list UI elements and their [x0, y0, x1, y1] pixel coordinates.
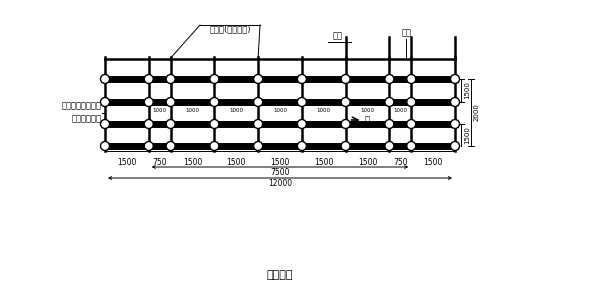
Text: 1500: 1500 — [227, 158, 246, 167]
Text: 下: 下 — [365, 116, 370, 124]
Circle shape — [407, 141, 416, 151]
Circle shape — [166, 141, 175, 151]
Circle shape — [210, 119, 219, 128]
Circle shape — [144, 74, 153, 83]
Circle shape — [407, 98, 416, 106]
Text: 平面示意: 平面示意 — [267, 270, 293, 280]
Text: 入口: 入口 — [401, 28, 411, 37]
Circle shape — [144, 141, 153, 151]
Circle shape — [341, 74, 350, 83]
Text: 边坡: 边坡 — [333, 31, 342, 40]
Text: 1500: 1500 — [423, 158, 443, 167]
Circle shape — [385, 74, 394, 83]
Circle shape — [407, 119, 416, 128]
Circle shape — [100, 74, 110, 83]
Circle shape — [254, 119, 262, 128]
Circle shape — [166, 98, 175, 106]
Circle shape — [166, 74, 175, 83]
Circle shape — [254, 98, 262, 106]
Circle shape — [450, 141, 460, 151]
Text: 1500: 1500 — [464, 81, 470, 99]
Circle shape — [210, 98, 219, 106]
Circle shape — [298, 141, 306, 151]
Text: 1500: 1500 — [464, 126, 470, 144]
Circle shape — [144, 119, 153, 128]
Circle shape — [450, 119, 460, 128]
Text: 1000: 1000 — [273, 108, 287, 113]
Circle shape — [100, 119, 110, 128]
Circle shape — [385, 141, 394, 151]
Circle shape — [407, 74, 416, 83]
Circle shape — [210, 141, 219, 151]
Circle shape — [166, 119, 175, 128]
Text: 1500: 1500 — [314, 158, 333, 167]
Text: 1500: 1500 — [183, 158, 202, 167]
Text: 12000: 12000 — [268, 179, 292, 188]
Circle shape — [100, 98, 110, 106]
Circle shape — [298, 98, 306, 106]
Circle shape — [144, 98, 153, 106]
Circle shape — [210, 74, 219, 83]
Text: 1500: 1500 — [270, 158, 290, 167]
Circle shape — [450, 98, 460, 106]
Circle shape — [450, 74, 460, 83]
Text: 1000: 1000 — [393, 108, 407, 113]
Circle shape — [341, 98, 350, 106]
Circle shape — [298, 119, 306, 128]
Text: 1000: 1000 — [153, 108, 167, 113]
Circle shape — [341, 119, 350, 128]
Text: 1500: 1500 — [117, 158, 137, 167]
Text: 750: 750 — [393, 158, 408, 167]
Circle shape — [385, 98, 394, 106]
Text: 连墙件(两步三跨): 连墙件(两步三跨) — [209, 24, 251, 33]
Text: 1000: 1000 — [317, 108, 331, 113]
Text: 750: 750 — [152, 158, 167, 167]
Text: 1000: 1000 — [360, 108, 375, 113]
Text: 件做有效拉结: 件做有效拉结 — [72, 114, 102, 123]
Text: 1500: 1500 — [358, 158, 377, 167]
Text: 1000: 1000 — [185, 108, 200, 113]
Circle shape — [254, 141, 262, 151]
Circle shape — [385, 119, 394, 128]
Text: 脚手架与护坡预埋: 脚手架与护坡预埋 — [62, 101, 102, 111]
Circle shape — [341, 141, 350, 151]
Circle shape — [298, 74, 306, 83]
Text: 1000: 1000 — [229, 108, 243, 113]
Circle shape — [254, 74, 262, 83]
Text: 7500: 7500 — [270, 168, 290, 177]
Text: 2000: 2000 — [474, 103, 480, 121]
Circle shape — [100, 141, 110, 151]
